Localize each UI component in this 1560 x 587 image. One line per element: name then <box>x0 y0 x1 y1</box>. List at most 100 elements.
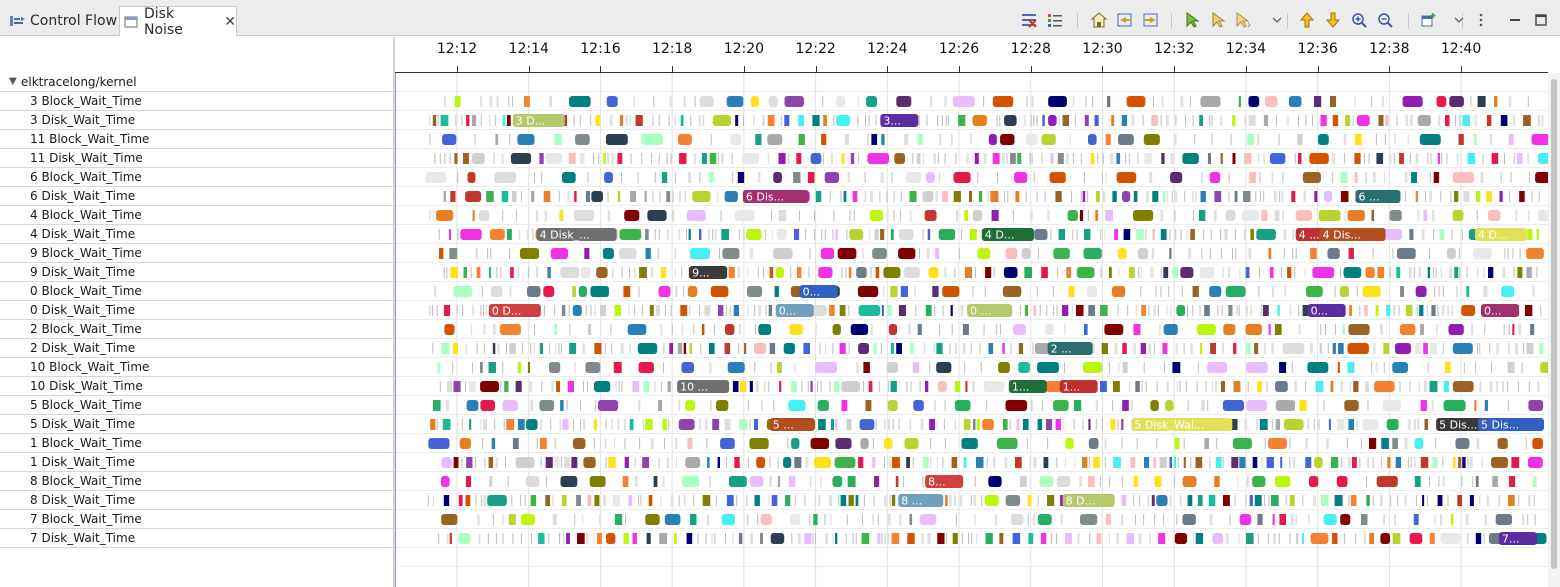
expand-triangle-icon[interactable]: ▼ <box>9 76 17 87</box>
tree-row[interactable]: 1 Block_Wait_Time <box>0 434 393 453</box>
tree-row[interactable]: 6 Block_Wait_Time <box>0 168 393 187</box>
state-bar <box>881 134 885 145</box>
time-graph[interactable]: 3 D... 3... 6 Dis... 6 ... 4 Disk_... 4 D... 4… <box>395 73 1548 587</box>
state-bar <box>863 362 870 373</box>
tree-root-trace[interactable]: ▼ elktracelong/kernel <box>0 73 393 92</box>
state-bar <box>1143 514 1145 525</box>
state-bar <box>824 343 827 354</box>
view-menu-icon[interactable] <box>1472 11 1490 29</box>
state-bar <box>888 324 898 335</box>
tree-row[interactable]: 6 Disk_Wait_Time <box>0 187 393 206</box>
state-bar <box>1472 476 1474 487</box>
state-bar <box>965 381 968 392</box>
state-bar <box>1266 457 1274 468</box>
tree-row[interactable]: 0 Block_Wait_Time <box>0 282 393 301</box>
tree-row[interactable]: 11 Block_Wait_Time <box>0 130 393 149</box>
zoom-in-icon[interactable] <box>1350 11 1368 29</box>
state-bar <box>1345 115 1351 126</box>
state-bar <box>1438 286 1440 297</box>
previous-marker-icon[interactable] <box>1298 11 1316 29</box>
select-previous-item-icon[interactable] <box>1210 11 1228 29</box>
scrollbar-thumb[interactable] <box>1551 79 1557 569</box>
add-bookmark-icon[interactable] <box>1234 11 1252 29</box>
tree-row[interactable]: 7 Disk_Wait_Time <box>0 529 393 548</box>
state-bar <box>668 419 670 430</box>
zoom-out-icon[interactable] <box>1376 11 1394 29</box>
labeled-state: 8... <box>925 475 964 489</box>
state-bar <box>890 229 894 240</box>
state-bar <box>1141 305 1146 316</box>
state-bar <box>1027 514 1029 525</box>
state-bar <box>805 229 807 240</box>
labeled-state-bar <box>488 304 541 317</box>
tree-row[interactable]: 3 Disk_Wait_Time <box>0 111 393 130</box>
tree-row[interactable]: 2 Disk_Wait_Time <box>0 339 393 358</box>
state-bar <box>1504 248 1506 259</box>
state-bar <box>1197 495 1203 506</box>
state-bar <box>1405 305 1413 316</box>
reset-timescale-icon[interactable] <box>1090 11 1108 29</box>
next-marker-icon[interactable] <box>1324 11 1342 29</box>
state-bar <box>645 248 651 259</box>
state-bar <box>1374 381 1395 392</box>
state-bar <box>1211 134 1213 145</box>
state-bars-canvas[interactable]: 3 D... 3...6 Dis... 6 ...4 Disk_... 4 D... 4… <box>395 73 1548 587</box>
state-bar <box>461 115 463 126</box>
state-bar <box>434 153 436 164</box>
tree-row[interactable]: 10 Block_Wait_Time <box>0 358 393 377</box>
remove-filter-icon[interactable] <box>1020 11 1038 29</box>
state-bar <box>1487 210 1501 221</box>
tree-row[interactable]: 9 Block_Wait_Time <box>0 244 393 263</box>
tree-row[interactable]: 1 Disk_Wait_Time <box>0 453 393 472</box>
state-bar <box>746 229 762 240</box>
state-bar <box>501 153 504 164</box>
panel-splitter[interactable] <box>393 37 395 587</box>
tree-row[interactable]: 0 Disk_Wait_Time <box>0 301 393 320</box>
tree-row[interactable]: 4 Block_Wait_Time <box>0 206 393 225</box>
state-bar <box>1180 267 1194 278</box>
next-event-icon[interactable] <box>1142 11 1160 29</box>
state-bar <box>1297 134 1303 145</box>
state-bar <box>463 267 467 278</box>
tree-row[interactable]: 7 Block_Wait_Time <box>0 510 393 529</box>
tree-row[interactable]: 3 Block_Wait_Time <box>0 92 393 111</box>
vertical-scrollbar[interactable] <box>1548 73 1560 587</box>
previous-event-icon[interactable] <box>1116 11 1134 29</box>
state-bar <box>1216 438 1218 449</box>
tree-row[interactable]: 5 Disk_Wait_Time <box>0 415 393 434</box>
state-bar <box>983 153 987 164</box>
maximize-icon[interactable] <box>1532 11 1550 29</box>
time-axis[interactable]: 12:12 12:14 12:16 12:18 12:20 12:22 12:24 12:26… <box>395 37 1548 73</box>
show-legend-icon[interactable] <box>1046 11 1064 29</box>
labeled-state-text: 1... <box>1012 381 1030 394</box>
chevron-down-icon[interactable] <box>1268 11 1282 29</box>
tab-disk-noise[interactable]: Disk Noise ✕ <box>119 6 237 38</box>
state-bar <box>1187 495 1193 506</box>
tree-row[interactable]: 9 Disk_Wait_Time <box>0 263 393 282</box>
minimize-icon[interactable] <box>1506 11 1524 29</box>
tree-row[interactable]: 8 Disk_Wait_Time <box>0 491 393 510</box>
state-bar <box>700 343 702 354</box>
state-bar <box>658 305 660 316</box>
tree-row[interactable]: 2 Block_Wait_Time <box>0 320 393 339</box>
state-bar <box>815 362 837 373</box>
tree-row[interactable]: 11 Disk_Wait_Time <box>0 149 393 168</box>
state-bar <box>1369 438 1377 449</box>
tree-row[interactable]: 5 Block_Wait_Time <box>0 396 393 415</box>
state-bar <box>1484 324 1486 335</box>
state-bar <box>834 381 840 392</box>
tree-row[interactable]: 10 Disk_Wait_Time <box>0 377 393 396</box>
tab-control-flow[interactable]: Control Flow <box>6 6 118 36</box>
state-bar <box>1025 191 1027 202</box>
select-next-item-icon[interactable] <box>1184 11 1202 29</box>
chevron-down-icon[interactable] <box>1450 11 1464 29</box>
close-icon[interactable]: ✕ <box>224 13 236 30</box>
state-bar <box>472 153 485 164</box>
tree-row[interactable]: 4 Disk_Wait_Time <box>0 225 393 244</box>
state-bar <box>680 115 684 126</box>
tree-row[interactable]: 8 Block_Wait_Time <box>0 472 393 491</box>
state-bar <box>996 324 998 335</box>
state-bar <box>819 343 821 354</box>
state-bar <box>605 419 607 430</box>
pin-view-icon[interactable] <box>1420 11 1438 29</box>
